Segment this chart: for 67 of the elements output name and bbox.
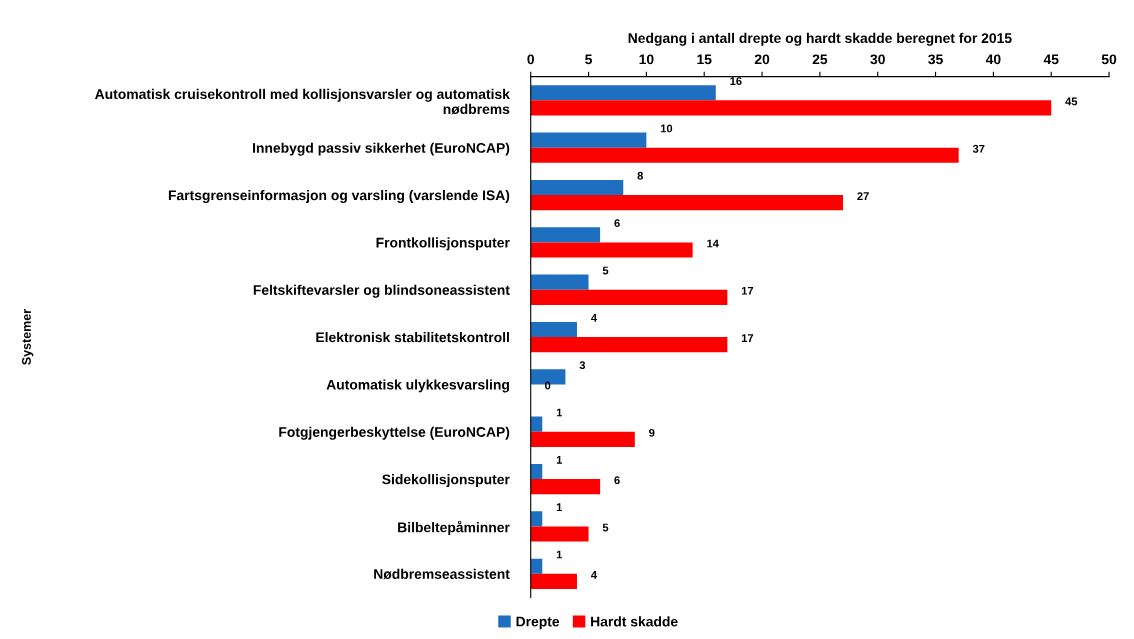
bar (530, 558, 543, 574)
bar (530, 274, 589, 290)
data-label: 27 (857, 192, 869, 200)
y-tick-label: Fartsgrenseinformasjon og varsling (varslende ISA) (168, 190, 510, 204)
x-axis-title: Nedgang i antall drepte og hardt skadde beregnet for 2015 (628, 32, 1012, 46)
data-label: 1 (556, 503, 563, 512)
data-label: 5 (602, 523, 609, 532)
data-label: 14 (707, 239, 719, 248)
y-tick-label: Sidekollisjonsputer (382, 474, 510, 488)
bar (530, 147, 959, 163)
bar (530, 100, 1052, 116)
bar (530, 573, 577, 589)
x-tick-label: 5 (585, 54, 593, 65)
x-tick-label: 25 (812, 54, 828, 65)
bar (530, 431, 635, 447)
data-label: 10 (660, 124, 673, 133)
data-label: 1 (556, 408, 563, 417)
data-label: 17 (741, 286, 754, 295)
bar (530, 289, 728, 305)
data-label: 9 (649, 428, 655, 437)
bar (530, 526, 589, 542)
x-tick-label: 35 (928, 54, 943, 65)
y-tick-label: Nødbremseassistent (374, 568, 510, 580)
bar (530, 242, 693, 258)
data-label: 3 (579, 361, 586, 370)
y-tick-label: Innebygd passiv sikkerhet (EuroNCAP) (253, 142, 510, 156)
y-tick-label: Frontkollisjonsputer (376, 237, 510, 251)
data-label: 8 (637, 171, 643, 180)
y-tick-label: Feltskiftevarsler og blindsoneassistent (253, 284, 510, 298)
y-tick-label: Elektronisk stabilitetskontroll (316, 332, 509, 343)
bar (530, 179, 624, 196)
bar (530, 463, 543, 480)
bar (530, 85, 716, 101)
x-tick-label: 15 (697, 54, 712, 65)
bar (530, 132, 647, 148)
data-label: 45 (1065, 97, 1078, 106)
bar (530, 321, 577, 338)
y-tick-label: Fotgjengerbeskyttelse (EuroNCAP) (279, 426, 510, 440)
x-tick-label: 45 (1043, 54, 1059, 65)
data-label: 4 (591, 313, 597, 322)
bar (530, 479, 601, 495)
data-label: 6 (614, 476, 620, 485)
data-label: 6 (614, 219, 620, 228)
y-tick-label: Automatisk ulykkesvarsling (326, 379, 509, 393)
y-tick-label: Automatisk cruisekontroll med kollisjonsvarsler og automatisk nødbrems (95, 88, 510, 115)
data-label: 1 (556, 456, 563, 464)
bar (530, 195, 844, 211)
data-label: 4 (591, 571, 597, 579)
data-label: 5 (602, 266, 609, 275)
bar (530, 337, 728, 353)
x-tick-label: 30 (870, 54, 885, 65)
bar (530, 416, 543, 432)
data-label: 37 (972, 144, 985, 153)
x-tick-label: 50 (1101, 54, 1117, 65)
x-tick-label: 40 (985, 54, 1001, 65)
legend-label: Drepte (516, 616, 560, 630)
data-label: 1 (556, 550, 563, 559)
legend-label: Hardt skadde (591, 616, 678, 627)
y-axis-title: Systemer (22, 309, 34, 365)
bar (530, 511, 543, 527)
bar (530, 227, 601, 243)
x-tick-label: 10 (639, 54, 654, 65)
x-tick-label: 20 (754, 54, 770, 65)
data-label: 17 (741, 334, 754, 342)
data-label: 16 (730, 77, 742, 86)
x-tick-label: 0 (527, 54, 535, 65)
y-tick-label: Bilbeltepåminner (398, 520, 510, 536)
